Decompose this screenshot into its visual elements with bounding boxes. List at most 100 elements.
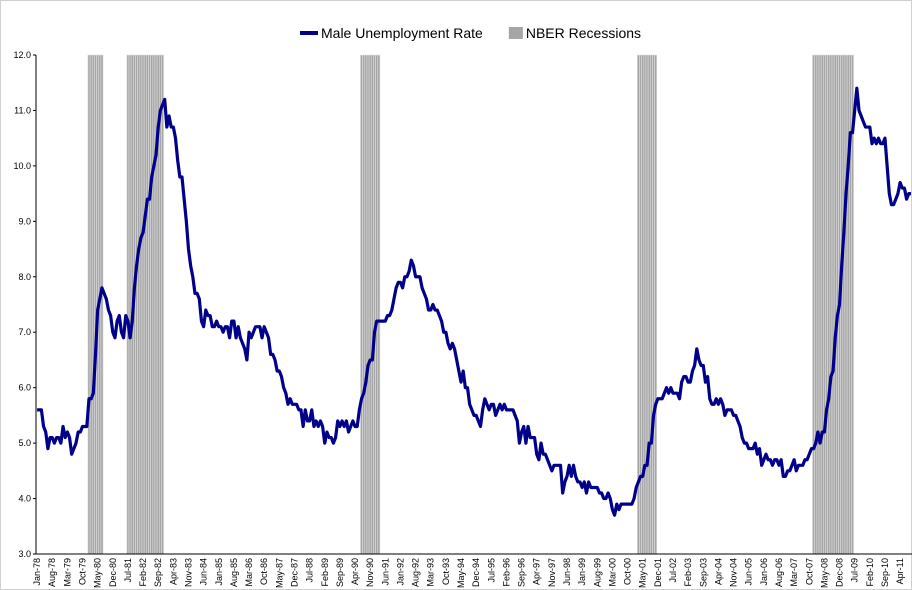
x-tick-label: Aug-92 xyxy=(411,558,421,587)
x-tick-label: May-87 xyxy=(274,558,284,588)
x-tick-label: Mar-93 xyxy=(426,558,436,587)
y-tick-label: 7.0 xyxy=(18,327,31,337)
recession-bar xyxy=(645,54,649,555)
x-tick-label: Sep-10 xyxy=(880,558,890,587)
x-tick-label: Jun-84 xyxy=(199,558,209,586)
x-tick-label: Oct-07 xyxy=(804,558,814,585)
recession-bar xyxy=(827,54,831,555)
x-tick-label: Aug-85 xyxy=(229,558,239,587)
legend-label: NBER Recessions xyxy=(526,25,641,41)
recession-bar xyxy=(360,54,363,555)
y-tick-label: 8.0 xyxy=(18,272,31,282)
recession-bar xyxy=(148,54,151,555)
x-tick-label: Aug-78 xyxy=(47,558,57,587)
recession-bar xyxy=(654,54,658,555)
x-tick-label: Mar-79 xyxy=(62,558,72,587)
x-tick-label: Jan-78 xyxy=(32,558,42,586)
legend-swatch xyxy=(508,27,523,39)
y-tick-label: 5.0 xyxy=(18,438,31,448)
x-tick-label: May-94 xyxy=(456,558,466,588)
x-tick-label: Nov-83 xyxy=(183,558,193,587)
recession-bar xyxy=(362,54,366,555)
recession-bar xyxy=(641,54,645,555)
y-tick-label: 10.0 xyxy=(13,161,31,171)
x-tick-label: Jan-99 xyxy=(577,558,587,586)
x-tick-label: May-01 xyxy=(638,558,648,588)
recession-bar xyxy=(91,54,95,555)
x-tick-label: May-08 xyxy=(819,558,829,588)
x-tick-label: Jul-95 xyxy=(486,558,496,583)
recession-bar xyxy=(375,54,379,555)
recession-bar xyxy=(364,54,368,555)
x-tick-label: Feb-89 xyxy=(320,558,330,587)
x-tick-label: Apr-97 xyxy=(532,558,542,585)
x-tick-label: Aug-06 xyxy=(774,558,784,587)
recession-bar xyxy=(643,54,647,555)
recession-bar xyxy=(844,54,848,555)
x-tick-label: Feb-82 xyxy=(138,558,148,587)
recession-bar xyxy=(139,54,143,555)
y-tick-label: 4.0 xyxy=(18,494,31,504)
x-tick-label: Mar-07 xyxy=(789,558,799,587)
y-tick-label: 3.0 xyxy=(18,549,31,559)
x-tick-label: Jul-81 xyxy=(123,558,133,583)
recession-bar xyxy=(100,54,104,555)
x-tick-label: Oct-86 xyxy=(259,558,269,585)
recession-bar xyxy=(143,54,147,555)
recession-bar xyxy=(368,54,372,555)
recession-bar xyxy=(816,54,820,555)
y-tick-label: 12.0 xyxy=(13,50,31,60)
x-tick-label: Apr-11 xyxy=(895,558,905,584)
x-tick-label: Sep-96 xyxy=(517,558,527,587)
recession-bar xyxy=(370,54,374,555)
recession-bar xyxy=(128,54,132,555)
recession-bar xyxy=(150,54,154,555)
x-tick-label: Apr-83 xyxy=(168,558,178,585)
recession-bar xyxy=(652,54,655,555)
recession-bar xyxy=(846,54,850,555)
recession-bar xyxy=(848,54,852,555)
x-tick-label: May-80 xyxy=(93,558,103,588)
y-tick-label: 6.0 xyxy=(18,383,31,393)
x-tick-label: Nov-90 xyxy=(365,558,375,587)
x-tick-label: Mar-86 xyxy=(244,558,254,587)
x-tick-label: Jun-05 xyxy=(744,558,754,586)
recession-bar xyxy=(377,54,381,555)
recession-bar xyxy=(89,54,93,555)
recession-bar xyxy=(87,54,91,555)
recession-bar xyxy=(94,54,97,555)
recession-bar xyxy=(842,54,846,555)
recession-bar xyxy=(141,54,145,555)
recession-bar xyxy=(373,54,376,555)
recession-bar xyxy=(137,54,141,555)
recession-bar xyxy=(649,54,653,555)
x-tick-label: Jun-91 xyxy=(380,558,390,586)
x-tick-label: Nov-97 xyxy=(547,558,557,587)
recession-bar xyxy=(831,54,835,555)
x-tick-label: Dec-87 xyxy=(289,558,299,587)
data-line xyxy=(37,86,911,517)
recession-bar xyxy=(825,54,828,555)
recession-bar xyxy=(135,54,138,555)
recession-bar xyxy=(823,54,826,555)
x-tick-label: Jan-85 xyxy=(214,558,224,586)
x-tick-label: Feb-10 xyxy=(865,558,875,587)
recession-bar xyxy=(818,54,822,555)
x-tick-label: Dec-01 xyxy=(653,558,663,587)
x-tick-label: Sep-03 xyxy=(698,558,708,587)
recession-bar xyxy=(366,54,370,555)
recession-bar xyxy=(647,54,651,555)
x-tick-label: Feb-03 xyxy=(683,558,693,587)
recession-bar xyxy=(814,54,818,555)
x-tick-label: Sep-89 xyxy=(335,558,345,587)
x-tick-label: Dec-94 xyxy=(471,558,481,587)
x-tick-label: Oct-93 xyxy=(441,558,451,585)
x-tick-label: Jan-06 xyxy=(759,558,769,586)
recession-bar xyxy=(820,54,824,555)
x-tick-label: Dec-08 xyxy=(835,558,845,587)
recession-bar xyxy=(152,54,156,555)
x-tick-label: Jul-02 xyxy=(668,558,678,583)
recession-bar xyxy=(829,54,833,555)
x-tick-label: Feb-96 xyxy=(501,558,511,587)
